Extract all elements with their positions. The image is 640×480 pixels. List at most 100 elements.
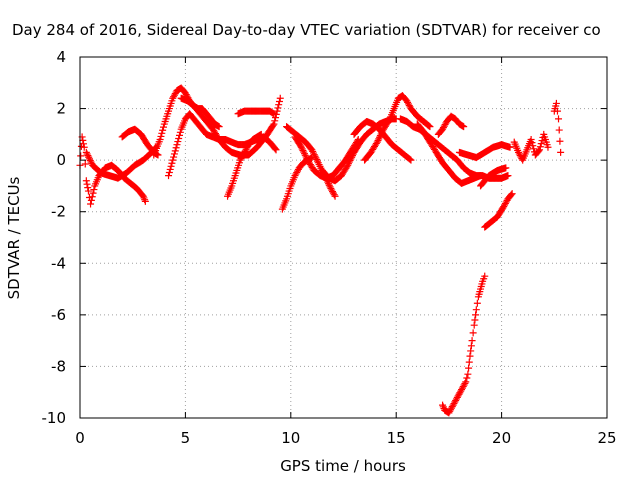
data-point xyxy=(508,190,516,198)
data-point xyxy=(452,395,460,403)
series-track-h xyxy=(234,107,278,118)
data-point xyxy=(170,91,178,99)
data-point xyxy=(275,101,283,109)
data-point xyxy=(473,299,481,307)
data-point xyxy=(426,123,434,131)
data-point xyxy=(166,165,174,173)
data-point xyxy=(462,378,470,386)
data-point xyxy=(439,403,447,411)
data-point xyxy=(465,358,473,366)
data-point xyxy=(446,407,454,415)
data-point xyxy=(156,136,164,144)
data-point xyxy=(440,122,448,130)
data-point xyxy=(325,181,333,189)
data-point xyxy=(175,131,183,139)
data-point xyxy=(470,321,478,329)
data-point xyxy=(86,156,94,164)
data-point xyxy=(514,148,522,156)
data-point xyxy=(447,404,455,412)
data-point xyxy=(373,138,381,146)
data-point xyxy=(87,200,95,208)
x-tick-label: 15 xyxy=(387,429,406,447)
data-point xyxy=(90,186,98,194)
data-point xyxy=(88,193,96,201)
series-track-p xyxy=(413,120,485,187)
data-point xyxy=(501,201,509,209)
data-point xyxy=(441,121,449,129)
y-tick-label: -10 xyxy=(42,409,67,427)
data-point xyxy=(170,93,178,101)
data-point xyxy=(375,135,383,143)
data-point xyxy=(84,184,92,192)
data-point xyxy=(376,133,384,141)
data-point xyxy=(172,144,180,152)
data-point xyxy=(330,191,338,199)
data-point xyxy=(345,158,353,166)
data-point xyxy=(237,155,245,163)
data-point xyxy=(157,132,165,140)
data-point xyxy=(477,172,485,180)
data-point xyxy=(236,156,244,164)
data-point xyxy=(84,187,92,195)
axis-ticks: 0 5 10 15 20 25 -10 -8 -6 -4 -2 0 2 4 xyxy=(42,48,617,447)
y-tick-label: 0 xyxy=(56,151,66,169)
data-point xyxy=(80,140,88,148)
data-point xyxy=(173,141,181,149)
data-point xyxy=(372,140,380,148)
data-point xyxy=(297,143,305,151)
data-point xyxy=(312,154,320,162)
data-point xyxy=(346,156,354,164)
data-point xyxy=(300,148,308,156)
data-point xyxy=(552,99,560,107)
data-point xyxy=(348,152,356,160)
grid xyxy=(80,57,607,418)
data-point xyxy=(215,123,223,131)
data-point xyxy=(326,183,334,191)
data-point xyxy=(309,147,317,155)
data-point xyxy=(171,147,179,155)
data-point xyxy=(530,145,538,153)
data-point xyxy=(451,398,459,406)
x-tick-label: 5 xyxy=(181,429,191,447)
data-point xyxy=(465,364,473,372)
data-point xyxy=(405,101,413,109)
data-point xyxy=(176,128,184,136)
data-point xyxy=(407,156,415,164)
data-point xyxy=(448,403,456,411)
data-point xyxy=(241,147,249,155)
y-tick-label: 4 xyxy=(56,48,66,66)
data-point xyxy=(302,153,310,161)
data-point xyxy=(481,272,489,280)
data-point xyxy=(557,148,565,156)
data-point xyxy=(425,122,433,130)
data-point xyxy=(168,159,176,167)
data-point xyxy=(82,148,90,156)
data-point xyxy=(271,117,279,125)
plot-frame xyxy=(79,56,608,419)
data-point xyxy=(311,152,319,160)
data-point xyxy=(257,130,265,138)
data-point xyxy=(291,172,299,180)
data-point xyxy=(454,392,462,400)
series-track-j xyxy=(283,123,339,200)
data-point xyxy=(242,145,250,153)
data-point xyxy=(544,143,552,151)
data-point xyxy=(529,142,537,150)
data-point xyxy=(507,191,515,199)
data-point xyxy=(504,172,512,180)
x-axis-label: GPS time / hours xyxy=(280,457,406,475)
data-point xyxy=(327,185,335,193)
series-track-e xyxy=(165,110,280,180)
data-point xyxy=(447,406,455,414)
data-point xyxy=(140,194,148,202)
x-tick-label: 10 xyxy=(281,429,300,447)
data-point xyxy=(515,150,523,158)
y-axis-label: SDTVAR / TECUs xyxy=(5,176,23,299)
data-point xyxy=(385,116,393,124)
data-point xyxy=(450,400,458,408)
data-point xyxy=(344,161,352,169)
data-point xyxy=(181,89,189,97)
x-tick-label: 0 xyxy=(75,429,85,447)
data-point xyxy=(374,136,382,144)
data-point xyxy=(303,155,311,163)
